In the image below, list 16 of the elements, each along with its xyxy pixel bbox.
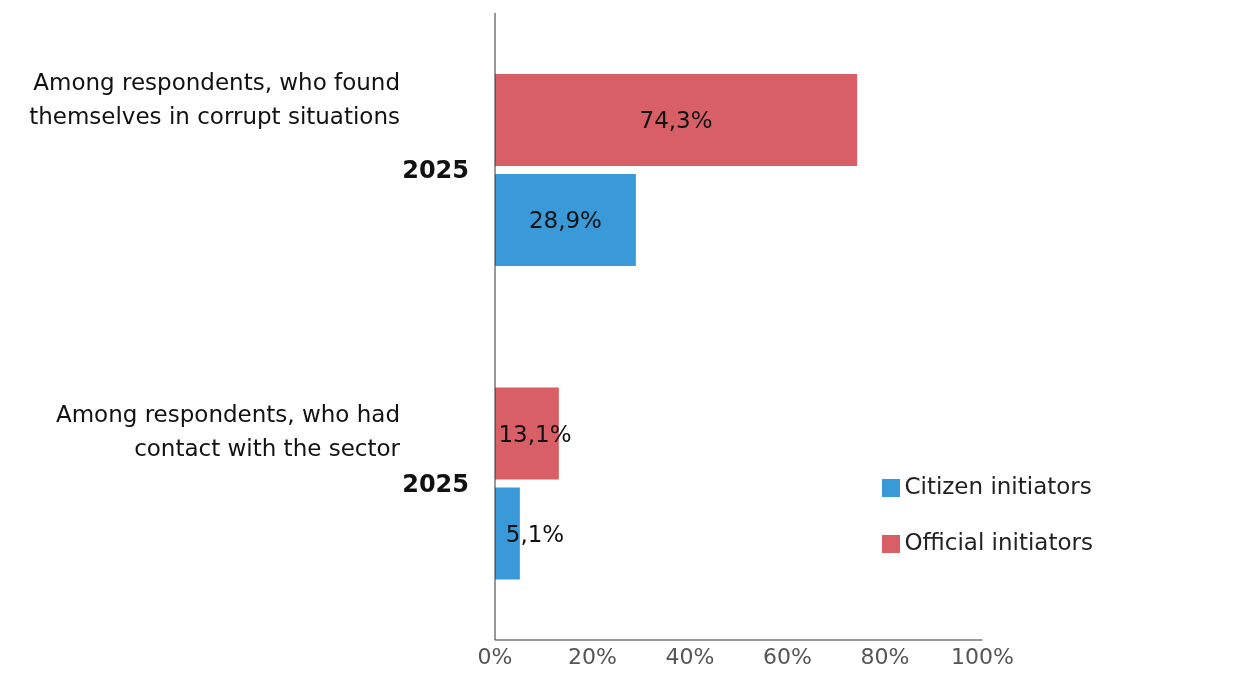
x-tick-label: 40% <box>665 643 715 669</box>
y-tick-label: 2025 <box>402 156 469 185</box>
bar <box>495 174 636 266</box>
data-label: 74,3% <box>639 107 713 133</box>
y-tick-label: 2025 <box>402 469 469 498</box>
x-tick-label: 80% <box>860 643 910 669</box>
legend-label: Citizen initiators <box>904 473 1092 499</box>
x-tick-label: 20% <box>568 643 617 669</box>
x-tick-label: 0% <box>477 643 513 669</box>
data-label: 28,9% <box>528 207 602 233</box>
legend-label: Official initiators <box>904 529 1093 555</box>
x-tick-label: 60% <box>763 643 812 669</box>
text: Among respondents, who found themselves in corrupt situations <box>28 68 400 131</box>
x-tick-label: 100% <box>950 643 1014 669</box>
text: Among respondents, who had contact with the sector <box>54 399 400 463</box>
bar <box>495 74 858 166</box>
